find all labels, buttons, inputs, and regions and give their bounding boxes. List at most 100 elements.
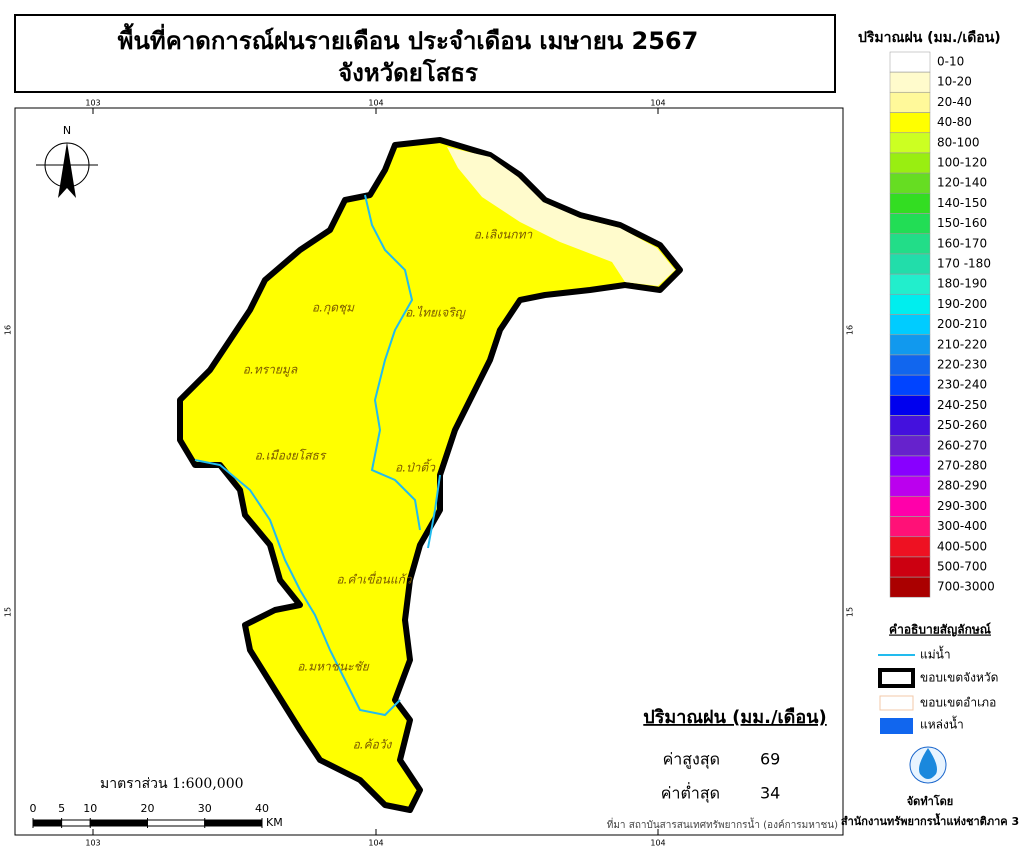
scale-unit: KM (266, 816, 283, 829)
river (194, 459, 401, 717)
legend-swatch (889, 576, 931, 598)
grid-label: 16 (846, 325, 855, 335)
min-value: 34 (760, 784, 780, 803)
legend-swatch (889, 152, 931, 174)
max-value: 69 (760, 750, 780, 769)
legend-label: 150-160 (937, 216, 987, 230)
title-box (14, 14, 836, 93)
symbol-label: ขอบเขตอำเภอ (920, 696, 996, 710)
legend-swatch (889, 51, 931, 73)
legend-label: 100-120 (937, 156, 987, 170)
legend-swatch (889, 132, 931, 154)
district-label: อ.ไทยเจริญ (405, 306, 467, 320)
province-symbol (878, 668, 915, 688)
legend-label: 300-400 (937, 519, 987, 533)
scale-segment (147, 819, 206, 827)
scale-tick-label: 0 (30, 802, 37, 815)
district-label: อ.ป่าติ้ว (395, 459, 436, 475)
legend-label: 140-150 (937, 196, 987, 210)
legend-label: 200-210 (937, 317, 987, 331)
legend-swatch (889, 496, 931, 517)
legend-swatch (889, 92, 931, 113)
legend-label: 20-40 (937, 95, 972, 109)
legend-label: 260-270 (937, 438, 987, 452)
legend-label: 500-700 (937, 560, 987, 574)
legend-swatch (889, 374, 931, 396)
legend-label: 40-80 (937, 115, 972, 129)
district-symbol (879, 695, 914, 711)
legend-swatch (889, 536, 931, 558)
legend-swatch (889, 314, 931, 335)
source: ที่มา สถาบันสารสนเทศทรัพยากรน้ำ (องค์การ… (607, 817, 838, 831)
scale-segment (61, 819, 91, 827)
legend-label: 270-280 (937, 459, 987, 473)
legend-swatch (889, 273, 931, 295)
grid-label: 103 (85, 99, 100, 108)
grid-label: 15 (4, 607, 13, 617)
north-arrow: N (36, 124, 98, 198)
legend-swatch (889, 435, 931, 457)
max-label: ค่าสูงสุด (663, 750, 720, 770)
legend-label: 220-230 (937, 358, 987, 372)
district-label: อ.กุดชุม (312, 301, 355, 316)
legend-label: 10-20 (937, 75, 972, 89)
credit-org: สำนักงานทรัพยากรน้ำแห่งชาติภาค 3 (841, 813, 1019, 828)
credit-label: จัดทำโดย (907, 794, 954, 808)
legend-label: 280-290 (937, 479, 987, 493)
legend-label: 180-190 (937, 277, 987, 291)
scale-tick-label: 30 (198, 802, 212, 815)
grid-label: 104 (650, 99, 665, 108)
title: พื้นที่คาดการณ์ฝนรายเดือน ประจำเดือน เมษ… (118, 22, 699, 55)
legend-swatch (889, 354, 931, 376)
district-label: อ.ค้อวัง (353, 738, 393, 752)
legend-swatch (889, 112, 931, 133)
grid-label: 103 (85, 839, 100, 848)
district-label: อ.ทรายมูล (243, 363, 298, 378)
province (177, 137, 683, 813)
legend-label: 160-170 (937, 236, 987, 250)
legend-swatch (889, 233, 931, 255)
legend-label: 400-500 (937, 539, 987, 553)
legend-swatch (889, 516, 931, 537)
rain-zone-10-20 (447, 147, 675, 286)
legend-swatch (889, 334, 931, 356)
legend-swatch (889, 193, 931, 214)
north-label: N (63, 124, 71, 137)
legend-label: 250-260 (937, 418, 987, 432)
scale-label: มาตราส่วน 1:600,000 (100, 776, 244, 792)
legend-label: 0-10 (937, 55, 964, 69)
legend-label: 290-300 (937, 499, 987, 513)
symbol-label: แม่น้ำ (920, 646, 951, 662)
district-label: อ.คำเขื่อนแก้ว (336, 571, 413, 587)
legend-label: 210-220 (937, 337, 987, 351)
scale-segment (204, 819, 263, 827)
symbol-label: แหล่งน้ำ (920, 716, 964, 732)
legend-label: 190-200 (937, 297, 987, 311)
river (364, 194, 421, 531)
scale-tick-label: 20 (141, 802, 155, 815)
agency-logo (909, 746, 947, 784)
grid-label: 104 (368, 839, 383, 848)
min-label: ค่าต่ำสุด (661, 782, 720, 804)
grid-label: 15 (846, 607, 855, 617)
river (427, 474, 441, 549)
waterbody-symbol (880, 718, 913, 734)
grid-label: 104 (368, 99, 383, 108)
legend-title: ปริมาณฝน (มม./เดือน) (858, 30, 1001, 46)
scale-tick-label: 10 (83, 802, 97, 815)
legend-swatch (889, 556, 931, 578)
scale-segment (32, 819, 63, 827)
legend-label: 240-250 (937, 398, 987, 412)
legend-swatch (889, 172, 931, 194)
grid-label: 16 (4, 325, 13, 335)
legend-swatch (889, 213, 931, 234)
grid-label: 104 (650, 839, 665, 848)
subtitle: จังหวัดยโสธร (338, 58, 478, 87)
legend-swatch (889, 294, 931, 315)
district-label: อ.เมืองยโสธร (255, 449, 327, 463)
legend-swatch (889, 415, 931, 436)
symbols-title: คำอธิบายสัญลักษณ์ (889, 623, 991, 637)
district-label: อ.เลิงนกทา (474, 228, 534, 242)
legend-label: 170 -180 (937, 257, 991, 271)
